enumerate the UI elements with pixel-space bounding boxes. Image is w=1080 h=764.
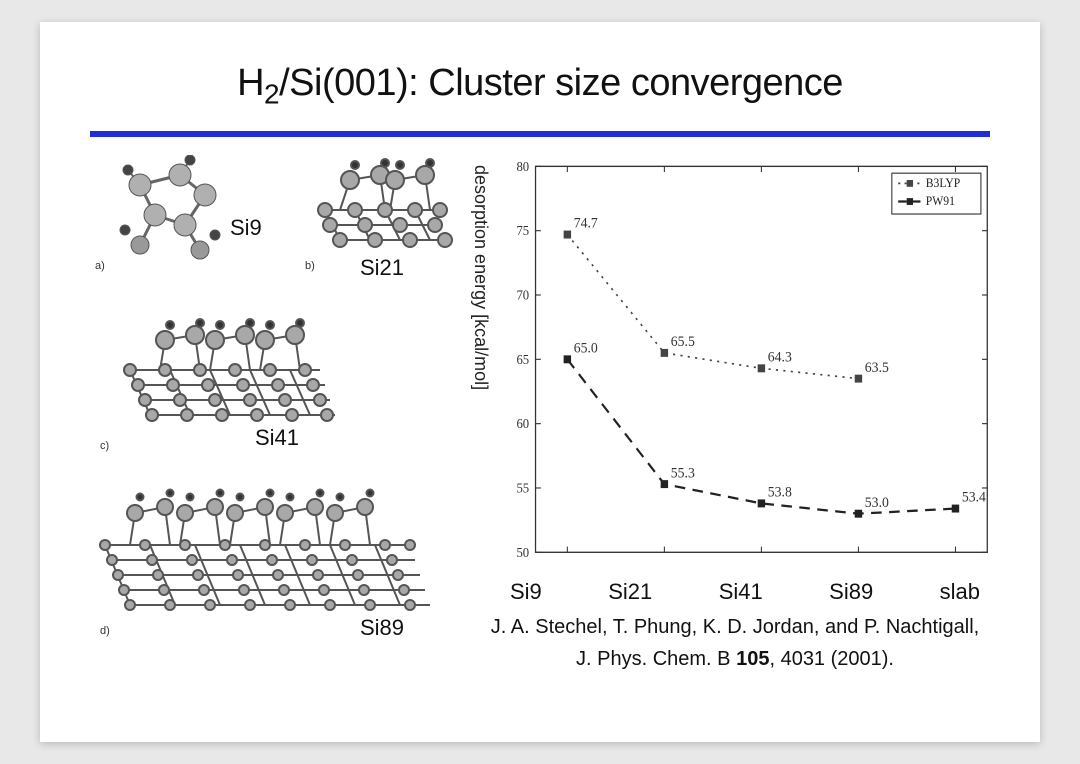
x-tick-label: Si41 bbox=[719, 579, 763, 605]
cluster-si9 bbox=[90, 155, 250, 270]
x-tick-label: Si89 bbox=[829, 579, 873, 605]
divider bbox=[90, 131, 990, 137]
x-tick-label: slab bbox=[940, 579, 980, 605]
chart-wrap: desorption energy [kcal/mol] 50 55 60 65 70 7… bbox=[470, 155, 1000, 575]
chart-panel: desorption energy [kcal/mol] 50 55 60 65 70 7… bbox=[470, 155, 1000, 675]
svg-text:65.0: 65.0 bbox=[574, 340, 598, 357]
svg-text:63.5: 63.5 bbox=[865, 359, 889, 376]
svg-text:PW91: PW91 bbox=[926, 193, 955, 207]
cluster-si41 bbox=[110, 315, 360, 440]
clusters-panel: Si9 a) bbox=[80, 155, 470, 675]
citation-rest: , 4031 (2001). bbox=[769, 648, 894, 670]
svg-text:65: 65 bbox=[516, 351, 529, 367]
svg-text:80: 80 bbox=[516, 158, 529, 174]
molecule-icon bbox=[295, 155, 465, 265]
content-area: Si9 a) bbox=[80, 155, 1000, 675]
title-prefix: H bbox=[237, 62, 264, 104]
citation: J. A. Stechel, T. Phung, K. D. Jordan, a… bbox=[470, 611, 1000, 675]
svg-text:65.5: 65.5 bbox=[671, 333, 695, 350]
cluster-si89 bbox=[90, 485, 450, 630]
cluster-label-si21: Si21 bbox=[360, 255, 404, 281]
panel-letter-a: a) bbox=[95, 260, 105, 272]
svg-text:53.4: 53.4 bbox=[962, 489, 986, 506]
chart-svg: 50 55 60 65 70 75 80 74.7 65.5 64.3 63.5 65.0 55.3 53… bbox=[491, 155, 1000, 575]
molecule-icon bbox=[90, 155, 250, 265]
title-sub: 2 bbox=[264, 79, 279, 110]
panel-letter-b: b) bbox=[305, 260, 315, 272]
molecule-icon bbox=[90, 485, 450, 625]
svg-text:55.3: 55.3 bbox=[671, 464, 695, 481]
x-tick-label: Si21 bbox=[608, 579, 652, 605]
svg-text:70: 70 bbox=[516, 287, 529, 303]
svg-text:74.7: 74.7 bbox=[574, 215, 598, 232]
cluster-si21 bbox=[295, 155, 465, 270]
citation-journal: J. Phys. Chem. B bbox=[576, 648, 736, 670]
citation-line1: J. A. Stechel, T. Phung, K. D. Jordan, a… bbox=[491, 616, 979, 638]
cluster-label-si41: Si41 bbox=[255, 425, 299, 451]
svg-text:55: 55 bbox=[516, 480, 529, 496]
chart-xlabels: Si9 Si21 Si41 Si89 slab bbox=[470, 575, 1000, 605]
svg-text:53.0: 53.0 bbox=[865, 494, 889, 511]
slide: H2/Si(001): Cluster size convergence bbox=[40, 22, 1040, 742]
svg-text:50: 50 bbox=[516, 544, 529, 560]
svg-text:64.3: 64.3 bbox=[768, 349, 792, 366]
page-title: H2/Si(001): Cluster size convergence bbox=[80, 62, 1000, 111]
molecule-icon bbox=[110, 315, 360, 435]
chart: 50 55 60 65 70 75 80 74.7 65.5 64.3 63.5 65.0 55.3 53… bbox=[491, 155, 1000, 575]
x-tick-label: Si9 bbox=[510, 579, 542, 605]
cluster-label-si9: Si9 bbox=[230, 215, 262, 241]
panel-letter-d: d) bbox=[100, 625, 110, 637]
chart-ylabel: desorption energy [kcal/mol] bbox=[470, 165, 491, 390]
cluster-label-si89: Si89 bbox=[360, 615, 404, 641]
title-rest: /Si(001): Cluster size convergence bbox=[279, 62, 843, 104]
svg-text:53.8: 53.8 bbox=[768, 484, 792, 501]
svg-text:60: 60 bbox=[516, 415, 529, 431]
svg-text:75: 75 bbox=[516, 222, 529, 238]
panel-letter-c: c) bbox=[100, 440, 109, 452]
svg-text:B3LYP: B3LYP bbox=[926, 175, 961, 189]
citation-volume: 105 bbox=[736, 648, 769, 670]
